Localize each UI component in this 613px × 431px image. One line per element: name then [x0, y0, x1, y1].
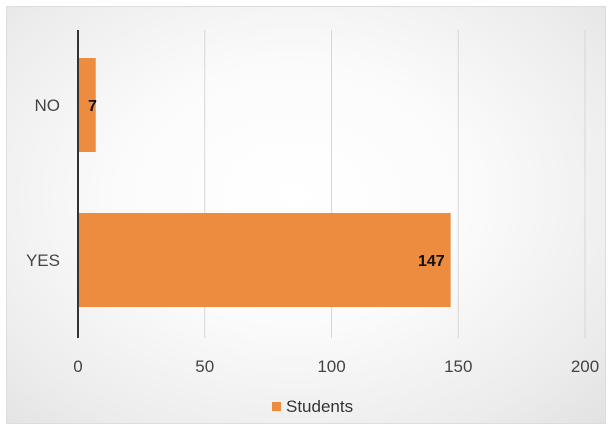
legend-swatch: [272, 402, 281, 411]
bars: [78, 58, 451, 307]
labels: 0 50 100 150 200 NO 7 YES 147: [26, 96, 599, 376]
legend: Students: [272, 397, 353, 416]
category-label: NO: [35, 96, 61, 115]
x-tick-label: 100: [317, 357, 345, 376]
x-tick-label: 150: [444, 357, 472, 376]
bar: [78, 58, 96, 152]
category-label: YES: [26, 251, 60, 270]
bar: [78, 213, 451, 307]
data-label: 7: [88, 98, 97, 115]
x-tick-label: 0: [73, 357, 82, 376]
x-tick-label: 200: [571, 357, 599, 376]
data-label: 147: [418, 253, 445, 270]
x-tick-label: 50: [195, 357, 214, 376]
legend-label: Students: [286, 397, 353, 416]
